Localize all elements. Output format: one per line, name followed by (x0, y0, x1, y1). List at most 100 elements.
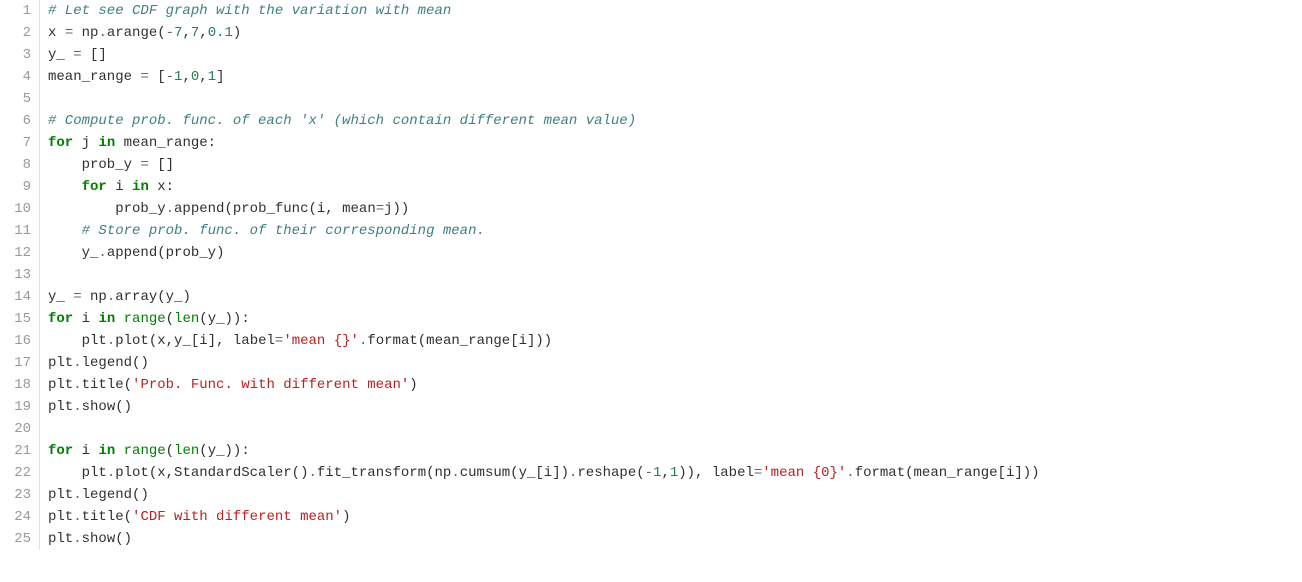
token-name: format (367, 333, 417, 349)
token-name (82, 47, 90, 63)
token-punct: )), (678, 465, 712, 481)
token-name: title (82, 509, 124, 525)
line-number: 10 (0, 198, 31, 220)
token-name: y_ (519, 465, 536, 481)
token-punct: ) (409, 377, 417, 393)
code-line[interactable]: mean_range = [-1,0,1] (48, 66, 1302, 88)
token-punct: ( (224, 201, 232, 217)
token-punct: , (199, 69, 207, 85)
token-string: 'CDF with different mean' (132, 509, 342, 525)
token-name: y_ (208, 311, 225, 327)
token-name: title (82, 377, 124, 393)
token-name: np (82, 289, 107, 305)
token-operator: - (166, 69, 174, 85)
line-number: 16 (0, 330, 31, 352)
token-punct: ( (149, 465, 157, 481)
token-name: j (384, 201, 392, 217)
code-line[interactable]: plt.plot(x,y_[i], label='mean {}'.format… (48, 330, 1302, 352)
code-line[interactable]: for j in mean_range: (48, 132, 1302, 154)
token-string: 'mean {0}' (762, 465, 846, 481)
token-name: y_ (48, 289, 73, 305)
token-name: prob_y (48, 201, 166, 217)
token-name: plt (48, 487, 73, 503)
token-name: format (855, 465, 905, 481)
token-operator: . (308, 465, 316, 481)
code-line[interactable]: # Let see CDF graph with the variation w… (48, 0, 1302, 22)
code-editor[interactable]: 1234567891011121314151617181920212223242… (0, 0, 1302, 550)
token-name: plt (48, 377, 73, 393)
token-name (149, 69, 157, 85)
code-line[interactable] (48, 418, 1302, 440)
code-area[interactable]: # Let see CDF graph with the variation w… (40, 0, 1302, 550)
code-line[interactable]: y_.append(prob_y) (48, 242, 1302, 264)
token-operator: - (166, 25, 174, 41)
line-number: 17 (0, 352, 31, 374)
line-number: 3 (0, 44, 31, 66)
token-punct: ]) (552, 465, 569, 481)
code-line[interactable]: for i in range(len(y_)): (48, 440, 1302, 462)
token-punct: ) (233, 25, 241, 41)
code-line[interactable]: y_ = [] (48, 44, 1302, 66)
code-line[interactable]: plt.legend() (48, 352, 1302, 374)
token-keyword: in (98, 135, 115, 151)
token-punct: ( (199, 311, 207, 327)
token-keyword: for (48, 443, 73, 459)
token-punct: ])) (1014, 465, 1039, 481)
line-number-gutter: 1234567891011121314151617181920212223242… (0, 0, 40, 550)
token-builtin: range (124, 443, 166, 459)
token-number: 0 (191, 69, 199, 85)
token-punct: , (166, 465, 174, 481)
token-name: plt (48, 509, 73, 525)
token-punct: ( (157, 245, 165, 261)
token-number: 0.1 (208, 25, 233, 41)
code-line[interactable]: # Compute prob. func. of each 'x' (which… (48, 110, 1302, 132)
line-number: 25 (0, 528, 31, 550)
token-punct: () (132, 487, 149, 503)
token-punct: ( (157, 289, 165, 305)
line-number: 1 (0, 0, 31, 22)
token-builtin: len (174, 311, 199, 327)
token-name (48, 179, 82, 195)
token-name: j (73, 135, 98, 151)
code-line[interactable]: x = np.arange(-7,7,0.1) (48, 22, 1302, 44)
code-line[interactable]: plt.title('Prob. Func. with different me… (48, 374, 1302, 396)
token-operator: . (98, 245, 106, 261)
token-punct: ( (510, 465, 518, 481)
token-punct: ] (216, 69, 224, 85)
token-name: legend (82, 487, 132, 503)
token-name: StandardScaler (174, 465, 292, 481)
token-name: prob_y (48, 157, 140, 173)
token-name (48, 223, 82, 239)
token-punct: ( (308, 201, 316, 217)
code-line[interactable]: plt.show() (48, 396, 1302, 418)
token-punct: [ (998, 465, 1006, 481)
token-keyword: in (98, 311, 115, 327)
token-operator: = (376, 201, 384, 217)
code-line[interactable]: prob_y.append(prob_func(i, mean=j)) (48, 198, 1302, 220)
token-name: x (48, 25, 65, 41)
code-line[interactable] (48, 264, 1302, 286)
code-line[interactable]: y_ = np.array(y_) (48, 286, 1302, 308)
code-line[interactable]: plt.show() (48, 528, 1302, 550)
token-operator: . (107, 465, 115, 481)
code-line[interactable]: plt.title('CDF with different mean') (48, 506, 1302, 528)
code-line[interactable] (48, 88, 1302, 110)
code-line[interactable]: plt.plot(x,StandardScaler().fit_transfor… (48, 462, 1302, 484)
token-operator: = (65, 25, 73, 41)
token-name: np (435, 465, 452, 481)
code-line[interactable]: prob_y = [] (48, 154, 1302, 176)
token-punct: ) (342, 509, 350, 525)
token-punct: ( (636, 465, 644, 481)
token-punct: : (166, 179, 174, 195)
token-name: mean_range (914, 465, 998, 481)
code-line[interactable]: for i in range(len(y_)): (48, 308, 1302, 330)
code-line[interactable]: for i in x: (48, 176, 1302, 198)
token-name: mean_range (115, 135, 207, 151)
token-name: plot (115, 465, 149, 481)
token-operator: = (140, 69, 148, 85)
token-name: label (233, 333, 275, 349)
code-line[interactable]: # Store prob. func. of their correspondi… (48, 220, 1302, 242)
token-punct: ( (157, 25, 165, 41)
code-line[interactable]: plt.legend() (48, 484, 1302, 506)
token-operator: . (73, 531, 81, 547)
